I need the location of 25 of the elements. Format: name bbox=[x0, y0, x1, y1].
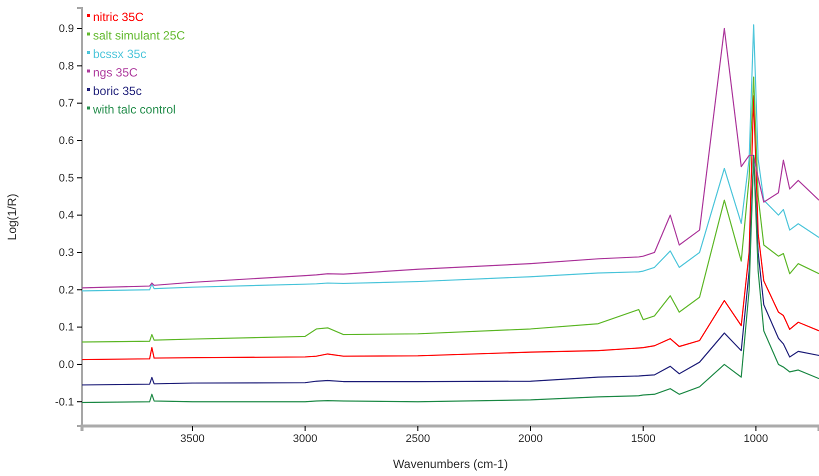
y-axis-title: Log(1/R) bbox=[5, 194, 19, 240]
y-tick-label: 0.7 bbox=[58, 98, 74, 110]
legend-label: boric 35c bbox=[93, 84, 142, 98]
y-tick-label: 0.9 bbox=[58, 23, 74, 36]
legend-label: ngs 35C bbox=[93, 66, 138, 80]
legend-label: nitric 35C bbox=[93, 10, 144, 24]
x-axis-title: Wavenumbers (cm-1) bbox=[393, 457, 508, 471]
x-tick-label: 1500 bbox=[630, 432, 656, 445]
y-tick-label: 0.8 bbox=[58, 60, 74, 72]
x-tick-label: 1000 bbox=[744, 432, 768, 445]
y-tick-label: 0.2 bbox=[58, 284, 74, 296]
y-tick-label: 0.0 bbox=[58, 358, 74, 371]
x-tick-label: 2500 bbox=[406, 432, 430, 445]
y-tick-label: -0.1 bbox=[55, 396, 74, 408]
legend-label: bcssx 35c bbox=[93, 47, 146, 62]
legend-label: with talc control bbox=[92, 102, 176, 117]
y-tick-label: 0.4 bbox=[58, 210, 74, 222]
y-tick-label: 0.5 bbox=[58, 172, 74, 184]
legend-label: salt simulant 25C bbox=[93, 28, 186, 43]
x-tick-label: 3500 bbox=[180, 432, 205, 445]
y-tick-label: 0.3 bbox=[58, 246, 74, 259]
y-tick-label: 0.6 bbox=[58, 135, 74, 148]
x-tick-label: 2000 bbox=[518, 432, 543, 445]
y-tick-label: 0.1 bbox=[58, 322, 74, 334]
x-tick-label: 3000 bbox=[292, 432, 318, 445]
